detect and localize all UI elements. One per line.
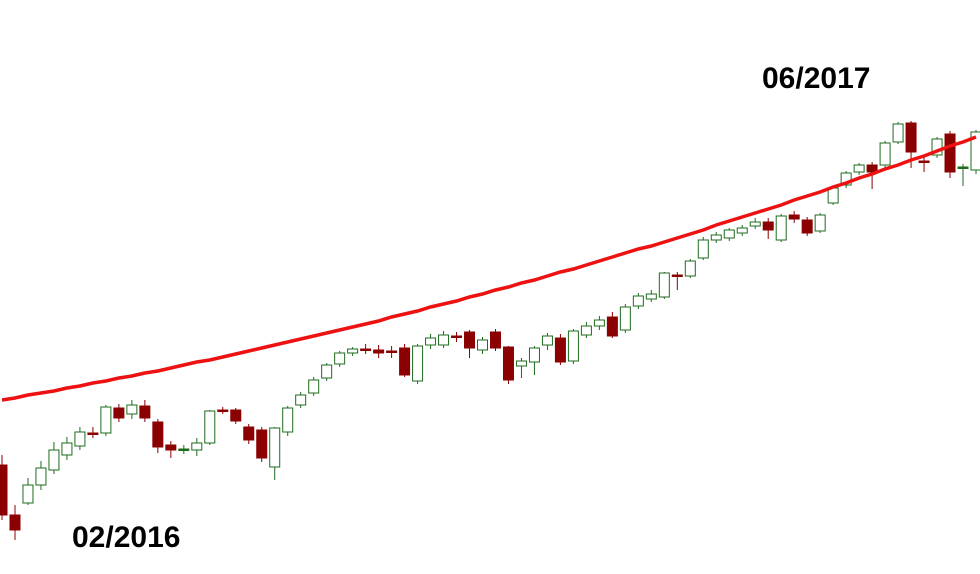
moving-average-line [1, 135, 977, 402]
candle-body [334, 352, 346, 365]
candle-body [126, 404, 138, 415]
annotation: 02/2016 [72, 521, 180, 554]
candle-body [191, 442, 203, 451]
candle-body [970, 131, 980, 171]
candle-body [61, 442, 73, 456]
candle-body [827, 187, 839, 204]
candle-body [243, 426, 255, 441]
candle-body [9, 514, 21, 531]
annotation: 06/2017 [762, 62, 870, 95]
candle-body [632, 295, 644, 307]
candle-body [801, 219, 813, 234]
candle-body [515, 360, 527, 367]
candle-body [451, 335, 463, 338]
candle-body [658, 272, 670, 298]
candle-body [48, 449, 60, 471]
candle-body [22, 484, 34, 504]
candle-body [788, 214, 800, 220]
candle-body [567, 330, 579, 362]
candle-body [580, 325, 592, 336]
candle-body [814, 214, 826, 232]
candle-body [541, 335, 553, 346]
candle-body [425, 337, 437, 346]
candle-body [528, 347, 540, 363]
candle-body [684, 260, 696, 277]
candle-body [944, 133, 956, 173]
candle-body [35, 467, 47, 486]
candle-body [775, 215, 787, 241]
candle-body [593, 319, 605, 327]
candle-body [892, 123, 904, 143]
candle-body [113, 407, 125, 419]
candle-body [399, 347, 411, 376]
candle-body [554, 337, 566, 363]
candle-body [645, 293, 657, 300]
candle-body [347, 348, 359, 354]
candle-body [165, 444, 177, 451]
candle-body [671, 274, 683, 277]
candle-body [905, 122, 917, 153]
candle-body [749, 221, 761, 227]
candle-body [152, 421, 164, 448]
candle-body [477, 339, 489, 351]
candle-body [723, 229, 735, 239]
candle-body [100, 406, 112, 434]
candle-body [619, 306, 631, 331]
candle-body [256, 429, 268, 459]
candle-body [489, 331, 501, 349]
candle-body [204, 410, 216, 444]
candle-body [879, 142, 891, 166]
candle-body [321, 364, 333, 379]
candle-body [606, 316, 618, 337]
candle-body [139, 405, 151, 419]
candle-body [178, 448, 190, 451]
candle-body [295, 394, 307, 406]
candle-body [710, 234, 722, 241]
candle-body [360, 348, 372, 351]
candle-body [412, 345, 424, 382]
candle-body [230, 409, 242, 422]
candle-body [386, 350, 398, 353]
plot-area [0, 121, 980, 540]
candle-body [282, 407, 294, 433]
candle-body [931, 138, 943, 156]
candle-body [853, 164, 865, 173]
candle-body [438, 334, 450, 346]
candle-body [762, 221, 774, 231]
candle-body [87, 432, 99, 435]
candle-body [373, 349, 385, 354]
candle-body [269, 427, 281, 468]
candle-body [217, 409, 229, 412]
candle-body [502, 346, 514, 381]
candle-body [308, 379, 320, 394]
candle-body [74, 431, 86, 447]
candle-body [918, 160, 930, 163]
candle-body [697, 239, 709, 259]
candle-body [464, 331, 476, 349]
candle-body [840, 172, 852, 186]
candle-body [0, 464, 8, 516]
candle-body [736, 227, 748, 234]
candle-body [866, 164, 878, 173]
candle-body [957, 166, 969, 169]
